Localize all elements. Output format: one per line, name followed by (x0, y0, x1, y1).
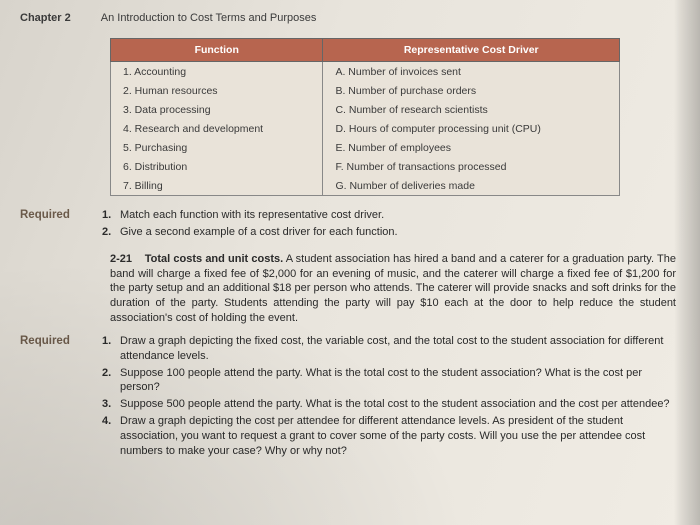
required-list-1: 1.Match each function with its represent… (102, 208, 676, 242)
problem-number: 2-21 (110, 253, 132, 265)
required-label: Required (20, 334, 102, 347)
table-row: 6. DistributionF. Number of transactions… (111, 157, 620, 176)
problem-text: 2-21 Total costs and unit costs. A stude… (110, 252, 676, 326)
table-row: 7. BillingG. Number of deliveries made (111, 176, 620, 196)
book-edge-shadow (674, 0, 700, 525)
problem-title: Total costs and unit costs. (145, 253, 283, 265)
chapter-number: Chapter 2 (20, 12, 71, 24)
col-function: Function (111, 39, 323, 62)
col-cost-driver: Representative Cost Driver (323, 39, 620, 62)
cost-driver-table: Function Representative Cost Driver 1. A… (110, 38, 676, 196)
page-header: Chapter 2 An Introduction to Cost Terms … (20, 12, 676, 24)
table-row: 1. AccountingA. Number of invoices sent (111, 62, 620, 82)
required-list-2: 1.Draw a graph depicting the fixed cost,… (102, 334, 676, 461)
chapter-title: An Introduction to Cost Terms and Purpos… (101, 12, 317, 24)
table-row: 5. PurchasingE. Number of employees (111, 138, 620, 157)
table-row: 2. Human resourcesB. Number of purchase … (111, 81, 620, 100)
table-row: 4. Research and developmentD. Hours of c… (111, 119, 620, 138)
table-row: 3. Data processingC. Number of research … (111, 100, 620, 119)
required-label: Required (20, 208, 102, 221)
